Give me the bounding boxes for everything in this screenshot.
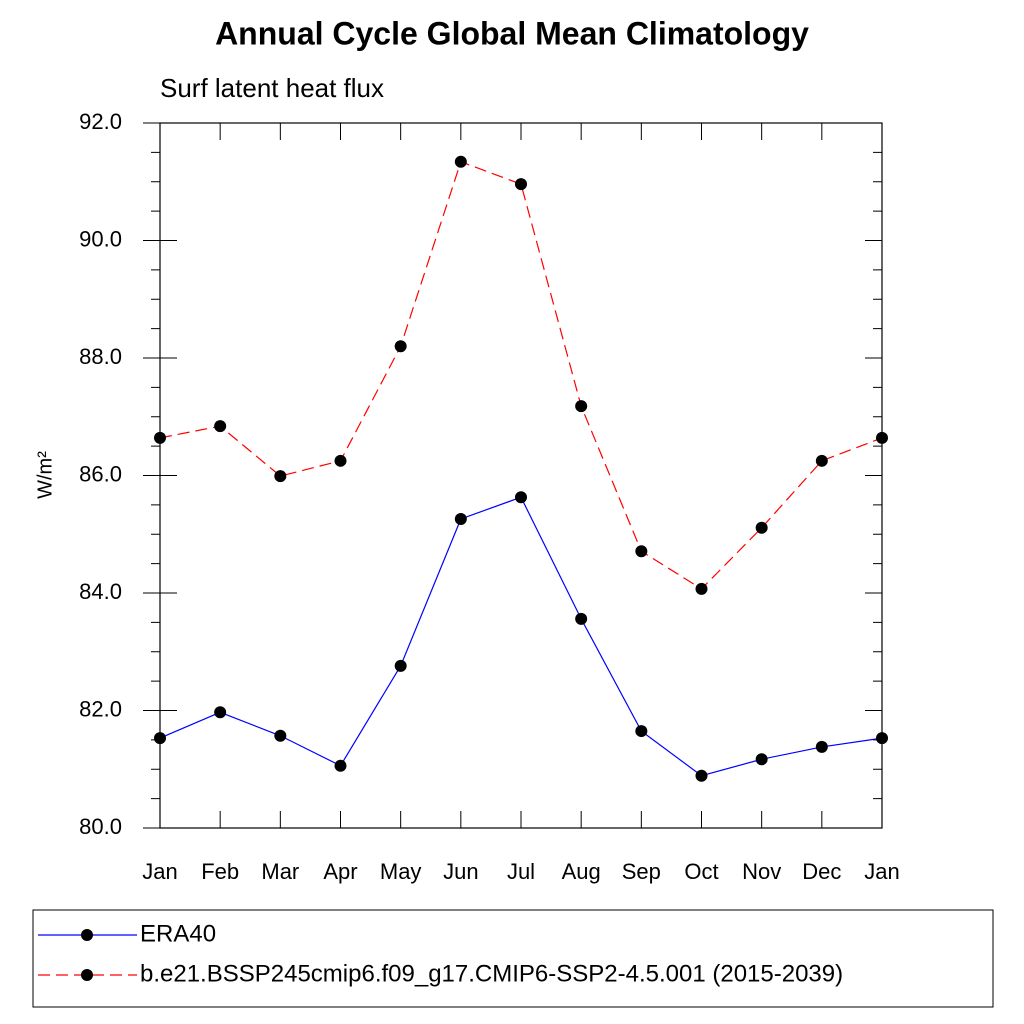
legend-label: b.e21.BSSP245cmip6.f09_g17.CMIP6-SSP2-4.… bbox=[140, 960, 843, 987]
point bbox=[454, 512, 467, 525]
legend-box bbox=[32, 909, 994, 1008]
point bbox=[695, 769, 708, 782]
point bbox=[695, 582, 708, 595]
y-tick-label: 80.0 bbox=[79, 814, 122, 839]
series-line bbox=[159, 160, 883, 590]
x-tick-label: Apr bbox=[323, 859, 357, 884]
x-tick-label: Mar bbox=[261, 859, 299, 884]
point bbox=[274, 470, 287, 483]
point bbox=[154, 732, 166, 745]
x-tick-label: Jun bbox=[443, 859, 478, 884]
x-tick-label: May bbox=[380, 859, 422, 884]
point bbox=[815, 454, 828, 467]
x-tick-label: Jul bbox=[507, 859, 535, 884]
x-tick-label: Sep bbox=[622, 859, 661, 884]
point bbox=[876, 431, 888, 444]
x-tick-label: Aug bbox=[562, 859, 601, 884]
y-tick-label: 86.0 bbox=[79, 461, 122, 486]
x-tick-label: Dec bbox=[802, 859, 841, 884]
x-tick-label: Nov bbox=[742, 859, 781, 884]
point bbox=[515, 491, 527, 504]
point bbox=[214, 706, 227, 719]
point bbox=[394, 340, 407, 353]
point bbox=[334, 454, 347, 467]
point bbox=[635, 545, 648, 558]
point bbox=[575, 400, 588, 413]
point bbox=[575, 612, 588, 625]
point bbox=[334, 759, 347, 772]
x-tick-label: Jan bbox=[142, 859, 177, 884]
point bbox=[274, 729, 287, 742]
legend-marker bbox=[81, 929, 93, 941]
point bbox=[635, 725, 648, 738]
x-tick-label: Feb bbox=[201, 859, 239, 884]
y-axis-label: W/m² bbox=[34, 451, 56, 499]
point bbox=[876, 732, 888, 745]
chart-subtitle: Surf latent heat flux bbox=[160, 73, 384, 103]
point bbox=[214, 420, 227, 433]
point bbox=[154, 431, 166, 444]
y-tick-label: 90.0 bbox=[79, 226, 122, 251]
point bbox=[815, 740, 828, 753]
point bbox=[755, 753, 768, 766]
point bbox=[515, 178, 527, 191]
point bbox=[454, 155, 467, 168]
y-tick-label: 88.0 bbox=[79, 344, 122, 369]
x-tick-label: Jan bbox=[864, 859, 899, 884]
legend-label: ERA40 bbox=[140, 920, 216, 947]
y-tick-label: 92.0 bbox=[79, 109, 122, 134]
plot-frame bbox=[159, 122, 883, 829]
chart-title: Annual Cycle Global Mean Climatology bbox=[215, 15, 809, 51]
y-tick-label: 82.0 bbox=[79, 696, 122, 721]
series-line bbox=[159, 496, 883, 777]
y-tick-label: 84.0 bbox=[79, 579, 122, 604]
x-tick-label: Oct bbox=[684, 859, 718, 884]
point bbox=[394, 659, 407, 672]
point bbox=[755, 521, 768, 534]
legend-marker bbox=[81, 969, 93, 981]
